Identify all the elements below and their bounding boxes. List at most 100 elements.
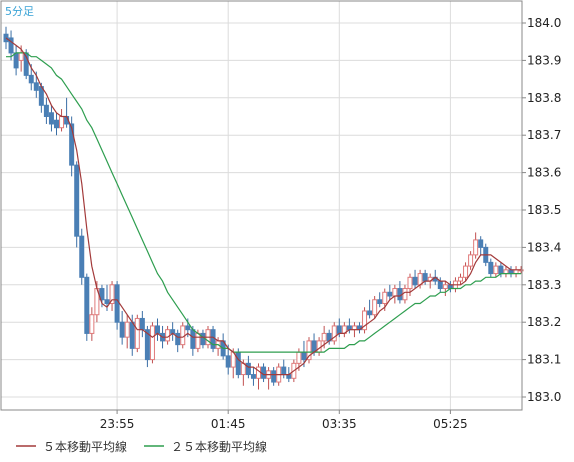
candle-body (155, 325, 160, 334)
candle (387, 284, 393, 300)
candle (468, 251, 474, 270)
candle-body (89, 314, 95, 334)
candle (54, 112, 59, 136)
candle-body (59, 116, 65, 129)
candle (84, 273, 90, 341)
y-tick-label: 183.6 (527, 166, 561, 180)
candle-body (129, 321, 135, 349)
y-tick-label: 183.8 (527, 91, 561, 105)
candle-body (422, 273, 428, 282)
candle-body (185, 325, 191, 331)
candle-body (362, 310, 368, 331)
candle (119, 310, 125, 345)
candle (175, 329, 181, 353)
candle (463, 262, 469, 282)
candle-body (271, 370, 277, 383)
candle (372, 296, 378, 319)
candle-body (250, 374, 256, 379)
candle (235, 348, 241, 379)
interval-label: 5分足 (5, 5, 34, 18)
candle (8, 30, 14, 61)
grid-lines (1, 1, 522, 410)
candle-body (235, 351, 241, 376)
y-tick-label: 183.5 (527, 203, 561, 217)
candle-body (377, 299, 383, 305)
candle-body (200, 332, 206, 346)
candle-body (412, 276, 418, 286)
candle-body (33, 82, 39, 91)
candle-body (301, 351, 307, 361)
plot-frame (0, 0, 523, 411)
candle-body (43, 104, 49, 117)
y-tick-label: 183.3 (527, 278, 561, 292)
candle-body (498, 265, 504, 275)
x-axis-ticks: 23:55 01:45 03:35 05:25 (100, 410, 468, 431)
candle-body (473, 239, 479, 256)
candle-body (245, 362, 251, 376)
candle (134, 314, 140, 353)
candle-body (149, 325, 155, 361)
candle (306, 337, 312, 364)
candle-body (190, 329, 196, 349)
candle-body (109, 284, 115, 304)
candle-body (175, 332, 181, 346)
candle-body (256, 366, 261, 379)
candle (43, 97, 49, 124)
candle-body (331, 325, 337, 342)
candle (124, 314, 130, 349)
candle (478, 236, 484, 255)
candle (210, 325, 216, 353)
candle (79, 228, 85, 285)
y-tick-label: 183.1 (527, 353, 561, 367)
candle-body (478, 239, 484, 248)
candle-body (407, 276, 413, 290)
candle-body (124, 321, 130, 338)
y-tick-label: 183.4 (527, 240, 561, 254)
candle-body (382, 291, 388, 304)
candle (367, 299, 373, 319)
ma25-line (6, 52, 522, 353)
candle (180, 322, 186, 349)
y-axis-ticks: 184.0 183.9 183.8 183.7 183.6 183.5 183.4 183.3… (522, 16, 561, 404)
candle-body (321, 332, 327, 342)
candle (250, 367, 256, 386)
x-tick-label: 03:35 (322, 417, 357, 431)
candle (74, 161, 80, 248)
candle-body (114, 284, 120, 323)
candle-body (74, 164, 80, 237)
candle-body (468, 254, 474, 267)
candle (331, 322, 337, 345)
candle-body (8, 37, 14, 54)
candle-body (69, 123, 75, 166)
candle (3, 26, 9, 50)
candle-body (180, 325, 186, 346)
candle-body (210, 329, 216, 349)
legend-ma5-label: ５本移動平均線 (43, 439, 127, 454)
candle-body (281, 366, 287, 376)
candle-body (458, 276, 463, 282)
candle-body (392, 288, 398, 297)
y-tick-label: 184.0 (527, 16, 561, 30)
candle-body (134, 317, 140, 349)
candle-body (306, 340, 312, 361)
legend: ５本移動平均線 ２５本移動平均線 (16, 439, 267, 454)
candle (458, 273, 463, 285)
candle-body (139, 317, 145, 331)
candle (48, 105, 54, 132)
candle-body (79, 235, 85, 278)
candle-body (397, 288, 403, 301)
candles-layer (3, 26, 524, 390)
candle-body (165, 329, 171, 342)
candle (442, 281, 448, 297)
candle-body (387, 291, 393, 297)
candle-body (13, 52, 19, 69)
candle-body (488, 261, 494, 275)
y-tick-label: 183.9 (527, 53, 561, 67)
candle-body (18, 52, 24, 61)
candle-body (3, 33, 9, 43)
candle (362, 307, 368, 334)
candle-body (54, 119, 59, 129)
candle-body (316, 340, 322, 353)
candle-body (402, 288, 408, 301)
